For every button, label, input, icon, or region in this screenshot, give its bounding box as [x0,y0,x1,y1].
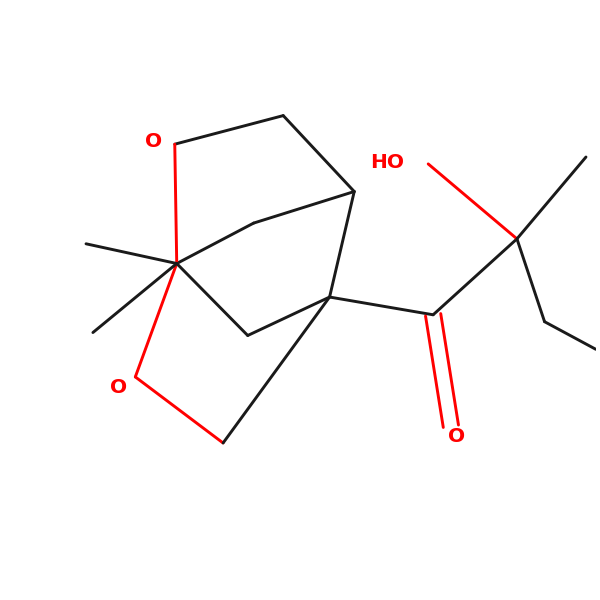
Text: O: O [145,132,163,151]
Text: O: O [110,378,127,397]
Text: HO: HO [371,152,404,172]
Text: O: O [448,427,466,446]
